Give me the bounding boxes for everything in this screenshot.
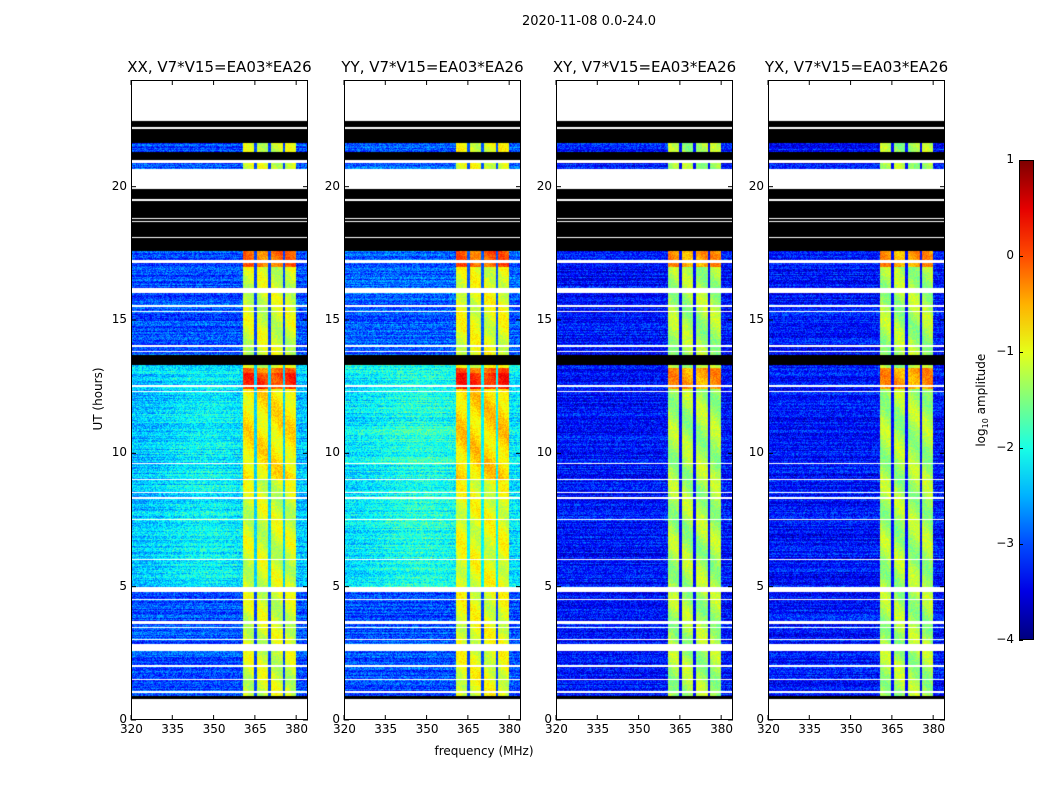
x-tick-label: 320 xyxy=(757,722,780,736)
waterfall-panel xyxy=(767,80,945,721)
colorbar-tick-mark xyxy=(1019,544,1023,545)
colorbar xyxy=(1019,160,1034,640)
x-tick-label: 380 xyxy=(498,722,522,736)
x-tick-label: 365 xyxy=(880,722,904,736)
axes-border xyxy=(556,80,733,720)
colorbar-tick-mark xyxy=(1019,352,1023,353)
axes-border xyxy=(768,80,945,720)
colorbar-label: log10 amplitude xyxy=(974,340,990,460)
colorbar-tick-label: −2 xyxy=(996,440,1014,454)
axes-border xyxy=(344,80,521,720)
panel-title: YX, V7*V15=EA03*EA26 xyxy=(764,58,949,76)
y-tick-label: 10 xyxy=(536,445,552,460)
y-tick-label: 20 xyxy=(748,178,764,193)
x-tick-label: 380 xyxy=(285,722,309,736)
panel-title: XX, V7*V15=EA03*EA26 xyxy=(127,58,312,76)
waterfall-panel xyxy=(130,80,308,721)
colorbar-label-log: log xyxy=(973,428,988,447)
y-tick-label: 20 xyxy=(536,178,552,193)
axes-frame xyxy=(767,80,945,721)
heatmap-image xyxy=(556,80,733,720)
y-tick-label: 10 xyxy=(111,445,127,460)
x-tick-label: 335 xyxy=(161,722,185,736)
y-tick-label: 5 xyxy=(544,578,552,593)
waterfall-panel xyxy=(555,80,733,721)
colorbar-tick-mark xyxy=(1019,448,1023,449)
colorbar-tick-mark xyxy=(1019,160,1023,161)
x-tick-label: 335 xyxy=(586,722,610,736)
x-tick-label: 365 xyxy=(243,722,267,736)
x-tick-label: 335 xyxy=(374,722,398,736)
y-tick-label: 15 xyxy=(111,312,127,326)
y-tick-label: 5 xyxy=(332,578,340,593)
heatmap-image xyxy=(344,80,521,720)
axes-frame xyxy=(130,80,308,721)
x-axis-label: frequency (MHz) xyxy=(434,744,534,758)
x-tick-label: 380 xyxy=(710,722,734,736)
y-tick-label: 10 xyxy=(324,445,340,460)
colorbar-tick-label: −4 xyxy=(996,632,1014,646)
heatmap-image xyxy=(131,80,308,720)
heatmap-image xyxy=(768,80,945,720)
y-tick-label: 20 xyxy=(324,178,340,193)
y-tick-label: 0 xyxy=(544,712,552,726)
y-tick-label: 10 xyxy=(748,445,764,460)
y-axis-label: UT (hours) xyxy=(91,367,105,431)
y-tick-label: 15 xyxy=(536,312,552,326)
colorbar-tick-mark xyxy=(1019,256,1023,257)
colorbar-tick-label: 1 xyxy=(1006,152,1014,166)
waterfall-panel xyxy=(343,80,521,721)
y-tick-label: 15 xyxy=(748,312,764,326)
x-tick-label: 380 xyxy=(922,722,946,736)
panel-title: YY, V7*V15=EA03*EA26 xyxy=(341,58,524,76)
panel-title: XY, V7*V15=EA03*EA26 xyxy=(552,58,737,76)
x-tick-label: 365 xyxy=(668,722,692,736)
x-tick-label: 350 xyxy=(202,722,226,736)
x-tick-label: 350 xyxy=(839,722,863,736)
axes-border xyxy=(131,80,308,720)
y-tick-label: 0 xyxy=(756,712,764,726)
x-tick-label: 320 xyxy=(120,722,143,736)
colorbar-tick-label: 0 xyxy=(1006,248,1014,262)
y-tick-label: 15 xyxy=(324,312,340,326)
axes-frame xyxy=(343,80,521,721)
colorbar-label-suffix: amplitude xyxy=(973,353,988,419)
colorbar-tick-mark xyxy=(1019,640,1023,641)
colorbar-tick-label: −1 xyxy=(996,344,1014,358)
colorbar-label-sub: 10 xyxy=(981,418,991,429)
x-tick-label: 365 xyxy=(456,722,480,736)
y-tick-label: 5 xyxy=(119,578,127,593)
x-tick-label: 350 xyxy=(627,722,651,736)
figure-title: 2020-11-08 0.0-24.0 xyxy=(522,14,656,29)
axes-frame xyxy=(555,80,733,721)
y-tick-label: 20 xyxy=(111,178,127,193)
colorbar-tick-label: −3 xyxy=(996,536,1014,550)
x-tick-label: 350 xyxy=(415,722,439,736)
x-tick-label: 335 xyxy=(798,722,822,736)
x-tick-label: 320 xyxy=(333,722,356,736)
y-tick-label: 0 xyxy=(332,712,340,726)
y-tick-label: 5 xyxy=(756,578,764,593)
x-tick-label: 320 xyxy=(545,722,568,736)
y-tick-label: 0 xyxy=(119,712,127,726)
